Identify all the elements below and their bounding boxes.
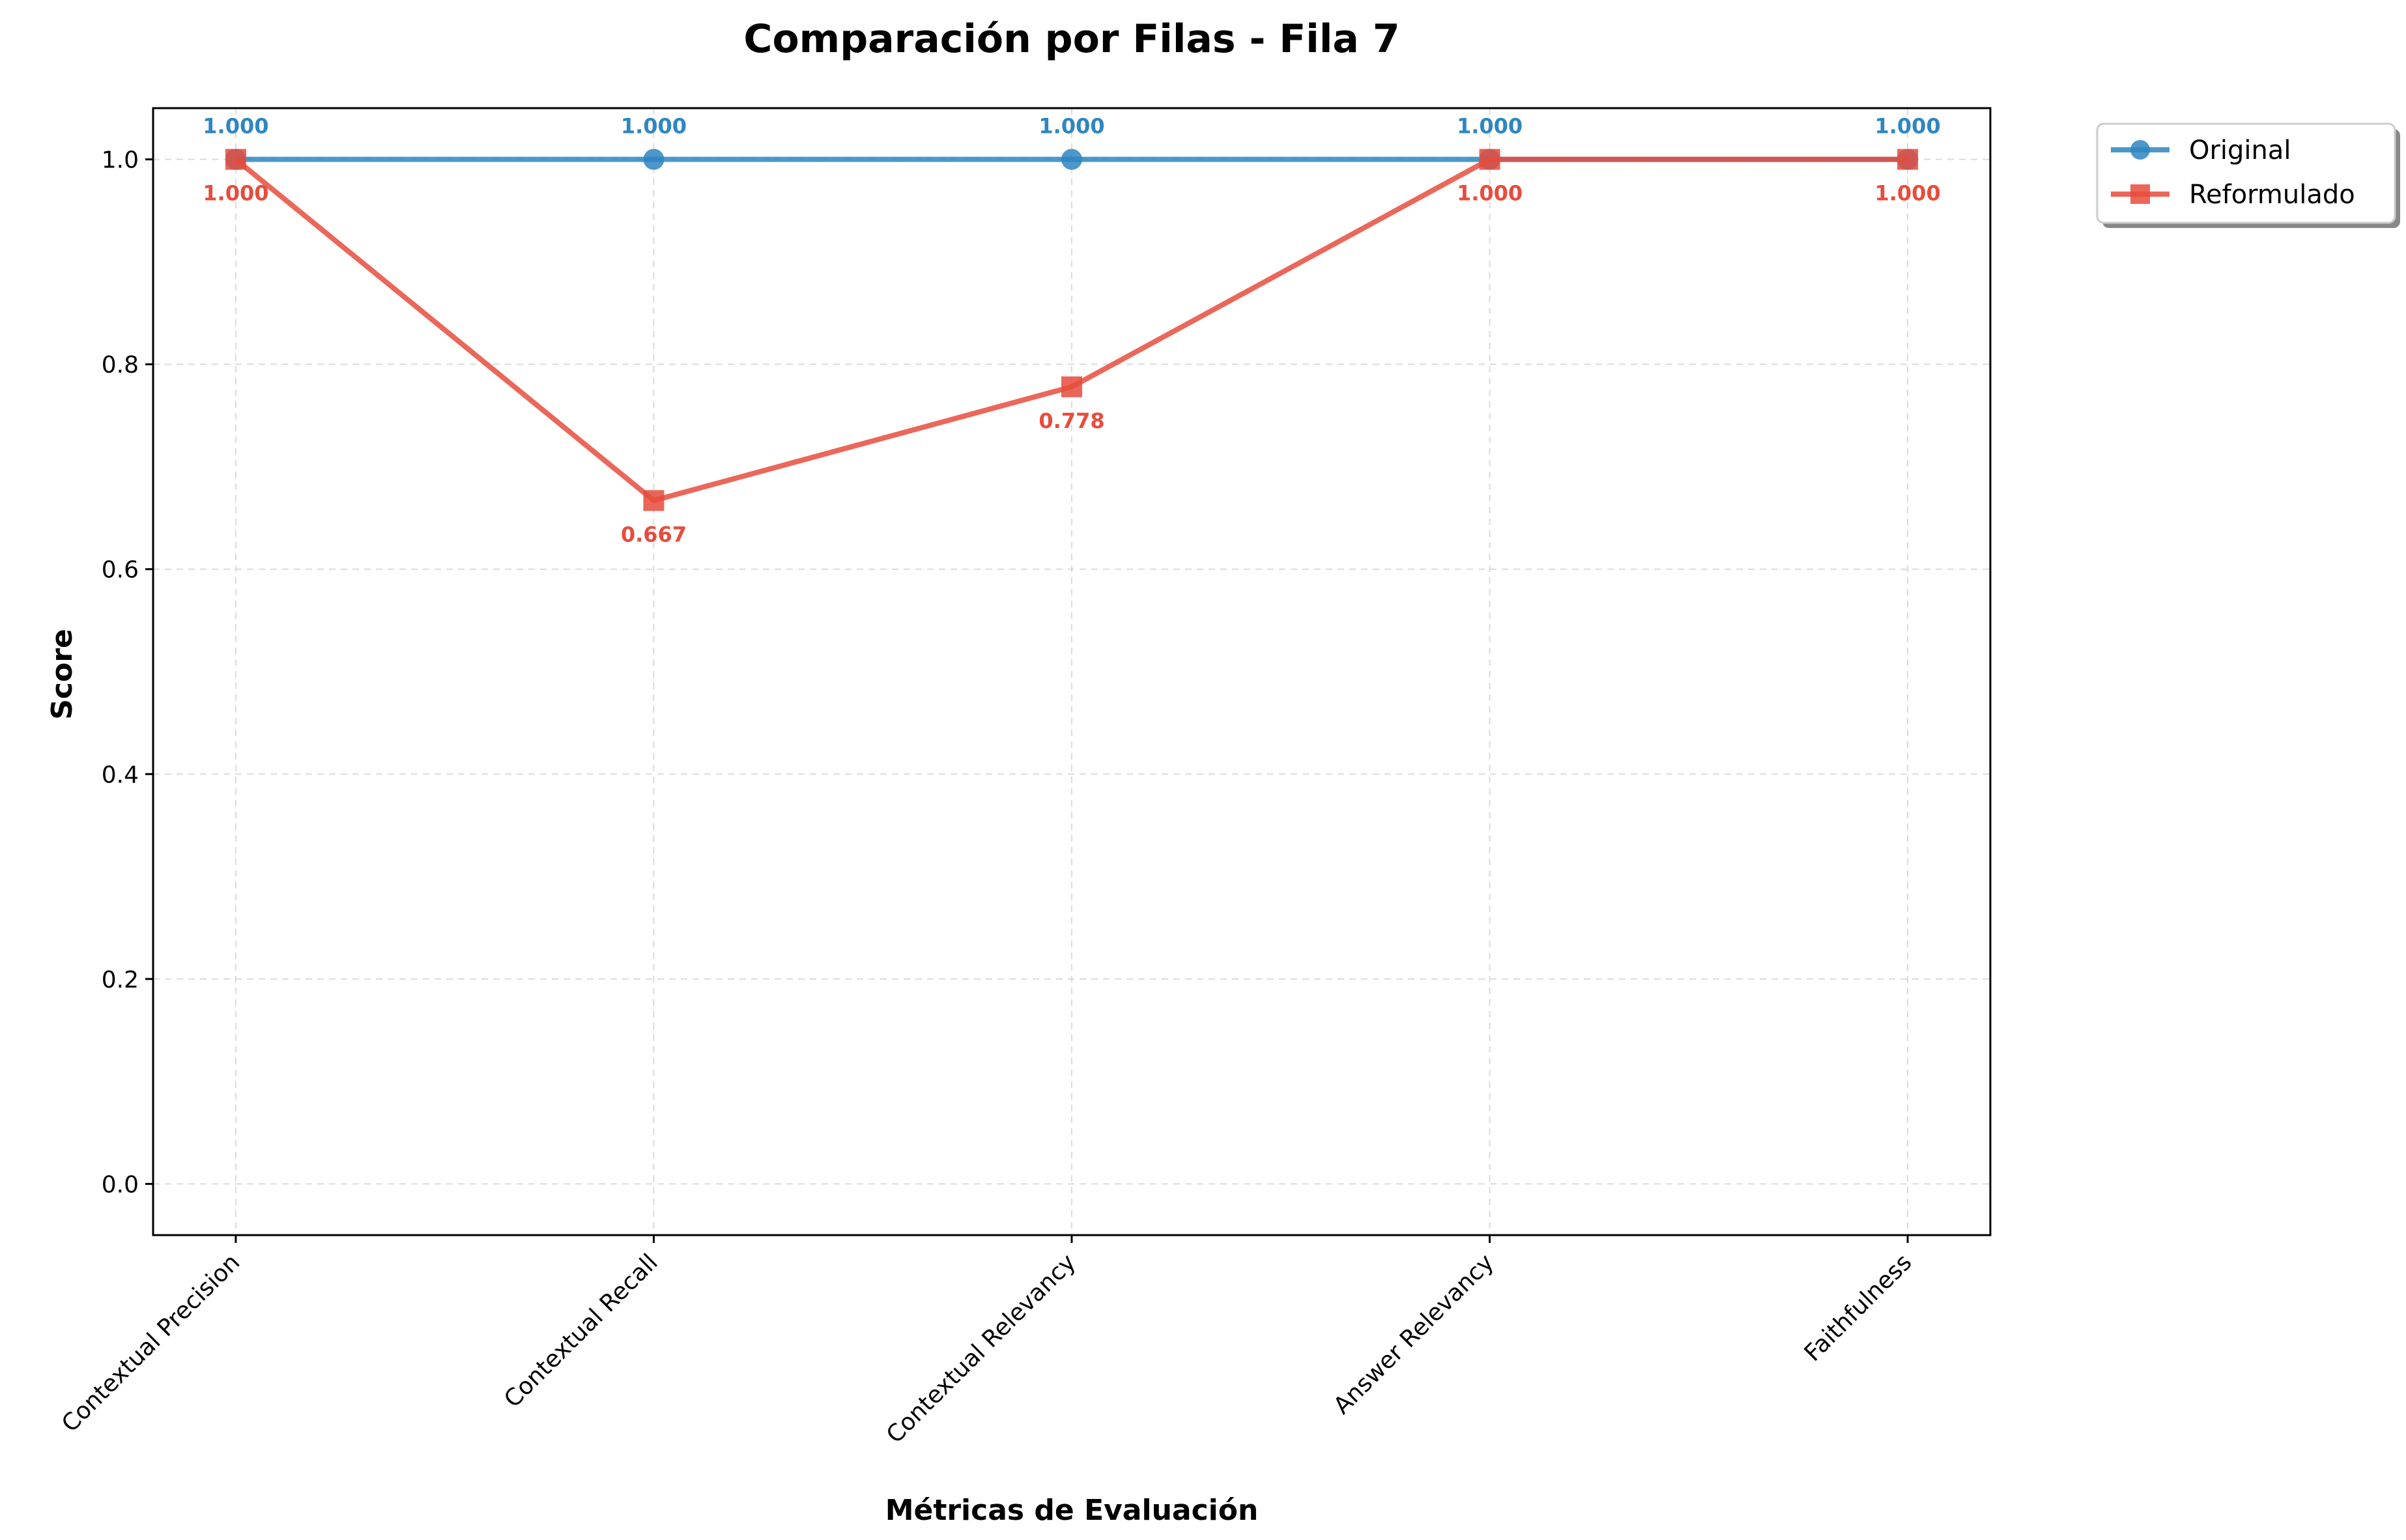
chart-title: Comparación por Filas - Fila 7 [743, 16, 1399, 62]
legend-label-reformulado: Reformulado [2189, 180, 2355, 210]
data-label-reformulado: 1.000 [203, 181, 268, 206]
data-label-reformulado: 1.000 [1457, 181, 1523, 206]
y-tick-label: 0.4 [102, 762, 139, 788]
data-point-original [1061, 149, 1082, 170]
data-label-original: 1.000 [1038, 114, 1104, 139]
grid [153, 108, 1990, 1235]
y-tick-label: 0.2 [102, 967, 139, 993]
data-point-reformulado [1897, 149, 1919, 170]
data-labels: 1.000 1.000 1.000 1.000 1.000 1.000 0.667 0.778… [203, 114, 1940, 547]
x-tick-label: Contextual Recall [499, 1249, 663, 1413]
series-group [225, 149, 1919, 511]
data-point-original [643, 149, 665, 170]
x-tick-label: Faithfulness [1799, 1249, 1917, 1367]
data-label-original: 1.000 [1457, 114, 1523, 139]
data-label-original: 1.000 [203, 114, 268, 139]
y-axis-ticks: 0.0 0.2 0.4 0.6 0.8 1.0 [102, 147, 153, 1198]
y-tick-label: 0.8 [102, 352, 139, 378]
x-axis-ticks: Contextual Precision Contextual Recall Con… [57, 1235, 1917, 1449]
data-point-reformulado [643, 490, 665, 511]
data-label-reformulado: 1.000 [1874, 181, 1940, 206]
x-tick-label: Contextual Relevancy [881, 1249, 1081, 1448]
legend-label-original: Original [2189, 135, 2291, 165]
legend-marker-original [2130, 140, 2150, 160]
legend: Original Reformulado [2096, 122, 2400, 228]
y-tick-label: 0.6 [102, 557, 139, 584]
y-tick-label: 0.0 [102, 1171, 139, 1198]
x-tick-label: Contextual Precision [57, 1249, 245, 1437]
y-axis-label: Score [46, 629, 79, 720]
data-label-reformulado: 0.778 [1038, 408, 1104, 433]
x-axis-label: Métricas de Evaluación [885, 1494, 1259, 1527]
data-label-reformulado: 0.667 [621, 522, 687, 547]
data-point-reformulado [1061, 376, 1082, 397]
data-label-original: 1.000 [1874, 114, 1940, 139]
data-label-original: 1.000 [621, 114, 687, 139]
data-point-reformulado [225, 149, 246, 170]
x-tick-label: Answer Relevancy [1328, 1249, 1499, 1419]
y-tick-label: 1.0 [102, 147, 139, 174]
legend-box [2096, 122, 2396, 224]
data-point-reformulado [1479, 149, 1500, 170]
legend-marker-reformulado [2130, 184, 2150, 204]
